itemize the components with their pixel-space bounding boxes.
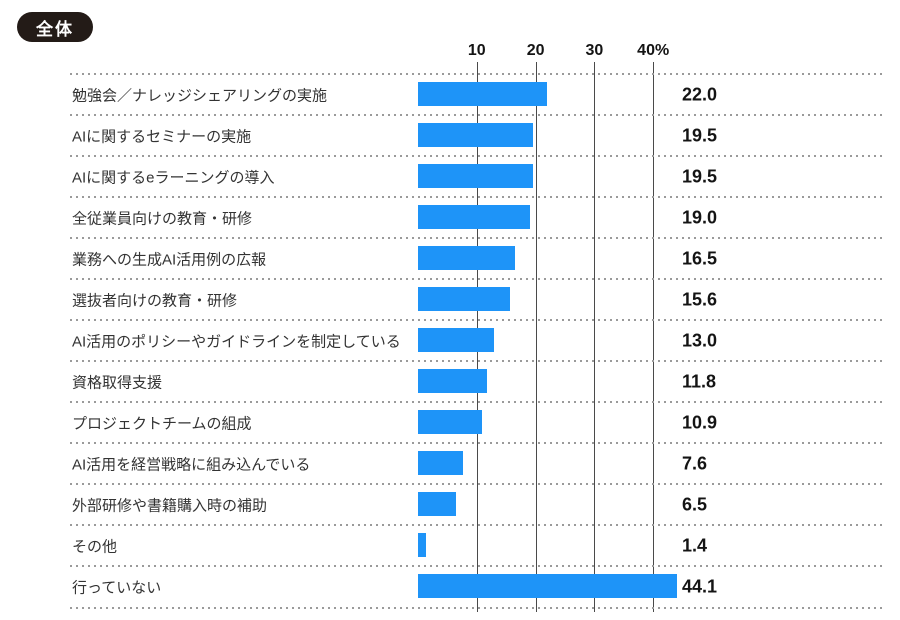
bar bbox=[418, 369, 488, 393]
chart-row: 業務への生成AI活用例の広報 16.5 bbox=[0, 237, 900, 279]
row-separator-dotted-line bbox=[70, 483, 885, 485]
row-separator-dotted-line bbox=[70, 319, 885, 321]
row-separator-dotted-line bbox=[70, 278, 885, 280]
row-separator-dotted-line bbox=[70, 401, 885, 403]
bar bbox=[418, 533, 427, 557]
category-label: 資格取得支援 bbox=[72, 374, 163, 391]
chart-row: AI活用を経営戦略に組み込んでいる 7.6 bbox=[0, 442, 900, 484]
row-separator-dotted-line bbox=[70, 565, 885, 567]
chart-row: AIに関するeラーニングの導入 19.5 bbox=[0, 155, 900, 197]
category-label: 選抜者向けの教育・研修 bbox=[72, 292, 238, 309]
value-label: 16.5 bbox=[682, 248, 718, 268]
bottom-dotted-line bbox=[70, 607, 885, 609]
category-label: 外部研修や書籍購入時の補助 bbox=[72, 497, 268, 514]
category-label: プロジェクトチームの組成 bbox=[72, 415, 252, 432]
value-label: 19.5 bbox=[682, 166, 718, 186]
axis-tick-label: 20 bbox=[526, 42, 545, 59]
row-separator-dotted-line bbox=[70, 73, 885, 75]
row-separator-dotted-line bbox=[70, 196, 885, 198]
chart-row: AI活用のポリシーやガイドラインを制定している 13.0 bbox=[0, 319, 900, 361]
axis-gridline bbox=[653, 62, 655, 612]
category-label: AI活用を経営戦略に組み込んでいる bbox=[72, 456, 311, 473]
row-separator-dotted-line bbox=[70, 155, 885, 157]
row-separator-dotted-line bbox=[70, 360, 885, 362]
bar bbox=[418, 287, 510, 311]
value-label: 10.9 bbox=[682, 412, 718, 432]
group-badge: 全体 bbox=[17, 12, 93, 42]
chart-row: 選抜者向けの教育・研修 15.6 bbox=[0, 278, 900, 320]
bar bbox=[418, 451, 463, 475]
category-label: 業務への生成AI活用例の広報 bbox=[72, 251, 267, 268]
value-label: 19.5 bbox=[682, 125, 718, 145]
bar bbox=[418, 82, 548, 106]
category-label: 勉強会／ナレッジシェアリングの実施 bbox=[72, 87, 328, 104]
bar bbox=[418, 205, 530, 229]
chart-row: プロジェクトチームの組成 10.9 bbox=[0, 401, 900, 443]
chart-row: 外部研修や書籍購入時の補助 6.5 bbox=[0, 483, 900, 525]
bar bbox=[418, 574, 678, 598]
chart-row: その他 1.4 bbox=[0, 524, 900, 566]
bar bbox=[418, 123, 533, 147]
bar bbox=[418, 410, 483, 434]
value-label: 13.0 bbox=[682, 330, 718, 350]
axis-gridline bbox=[535, 62, 537, 612]
value-label: 11.8 bbox=[682, 371, 717, 391]
category-label: その他 bbox=[72, 538, 118, 555]
value-label: 19.0 bbox=[682, 207, 718, 227]
axis-tick-label: 10 bbox=[467, 42, 486, 59]
chart-row: 資格取得支援 11.8 bbox=[0, 360, 900, 402]
category-label: AIに関するセミナーの実施 bbox=[72, 128, 252, 145]
bar bbox=[418, 328, 495, 352]
chart-row: AIに関するセミナーの実施 19.5 bbox=[0, 114, 900, 156]
bar bbox=[418, 246, 515, 270]
axis-gridline bbox=[594, 62, 596, 612]
row-separator-dotted-line bbox=[70, 524, 885, 526]
row-separator-dotted-line bbox=[70, 114, 885, 116]
bar bbox=[418, 164, 533, 188]
value-label: 22.0 bbox=[682, 84, 718, 104]
category-label: 全従業員向けの教育・研修 bbox=[72, 210, 253, 227]
category-label: 行っていない bbox=[72, 579, 162, 596]
value-label: 7.6 bbox=[682, 453, 708, 473]
axis-tick-label: 40% bbox=[637, 42, 670, 59]
row-separator-dotted-line bbox=[70, 237, 885, 239]
category-label: AIに関するeラーニングの導入 bbox=[72, 169, 275, 186]
category-label: AI活用のポリシーやガイドラインを制定している bbox=[72, 333, 401, 350]
bar bbox=[418, 492, 457, 516]
chart-row: 勉強会／ナレッジシェアリングの実施 22.0 bbox=[0, 73, 900, 115]
value-label: 44.1 bbox=[682, 576, 718, 596]
value-label: 6.5 bbox=[682, 494, 708, 514]
axis-tick-label: 30 bbox=[585, 42, 604, 59]
chart-row: 行っていない 44.1 bbox=[0, 565, 900, 607]
chart-row: 全従業員向けの教育・研修 19.0 bbox=[0, 196, 900, 238]
value-label: 15.6 bbox=[682, 289, 718, 309]
value-label: 1.4 bbox=[682, 535, 708, 555]
row-separator-dotted-line bbox=[70, 442, 885, 444]
